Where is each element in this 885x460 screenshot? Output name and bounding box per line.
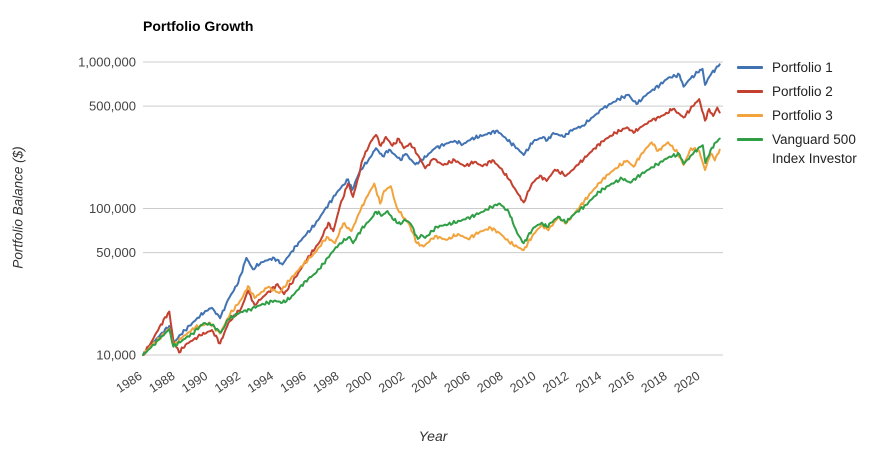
x-tick-label: 2012 [540,369,571,396]
x-tick-label: 1986 [114,369,145,396]
x-tick-label: 1992 [212,369,243,396]
x-tick-label: 2014 [573,369,604,396]
series-line-portfolio-2 [142,98,721,356]
legend-item-portfolio-2[interactable]: Portfolio 2 [737,82,882,101]
x-tick-label: 2004 [409,369,440,396]
x-tick-label: 2018 [639,369,670,396]
legend-label: Portfolio 1 [772,60,833,75]
x-tick-label: 1994 [245,369,276,396]
legend-swatch-portfolio-2-icon [737,90,763,93]
series-line-portfolio-1 [142,63,721,356]
legend-item-portfolio-1[interactable]: Portfolio 1 [737,58,882,77]
series-line-portfolio-3 [142,141,721,356]
chart-legend: Portfolio 1 Portfolio 2 Portfolio 3 Vang… [737,58,882,173]
x-tick-label: 2000 [343,369,374,396]
y-tick-label: 1,000,000 [78,55,136,70]
legend-swatch-portfolio-1-icon [737,66,763,69]
legend-item-portfolio-3[interactable]: Portfolio 3 [737,106,882,125]
x-tick-label: 2020 [672,369,703,396]
series-line-vanguard-500-index-investor [142,137,721,356]
legend-label: Portfolio 3 [772,108,833,123]
x-axis-title: Year [418,428,448,444]
legend-label: Portfolio 2 [772,84,833,99]
x-tick-label: 2006 [442,369,473,396]
legend-item-vanguard-500[interactable]: Vanguard 500 Index Investor [737,130,882,168]
x-tick-label: 1990 [179,369,210,396]
y-tick-label: 50,000 [96,245,136,260]
x-tick-label: 2002 [376,369,407,396]
x-tick-label: 2008 [475,369,506,396]
chart-title: Portfolio Growth [143,18,254,34]
y-tick-label: 10,000 [96,348,136,363]
legend-label: Vanguard 500 Index Investor [772,132,857,166]
x-tick-label: 1998 [311,369,342,396]
x-tick-label: 1988 [146,369,177,396]
x-tick-label: 1996 [278,369,309,396]
x-tick-label: 2010 [507,369,538,396]
legend-swatch-portfolio-3-icon [737,114,763,117]
x-tick-label: 2016 [606,369,637,396]
y-tick-label: 100,000 [89,201,136,216]
y-tick-label: 500,000 [89,99,136,114]
legend-swatch-vanguard-500-icon [737,138,763,141]
